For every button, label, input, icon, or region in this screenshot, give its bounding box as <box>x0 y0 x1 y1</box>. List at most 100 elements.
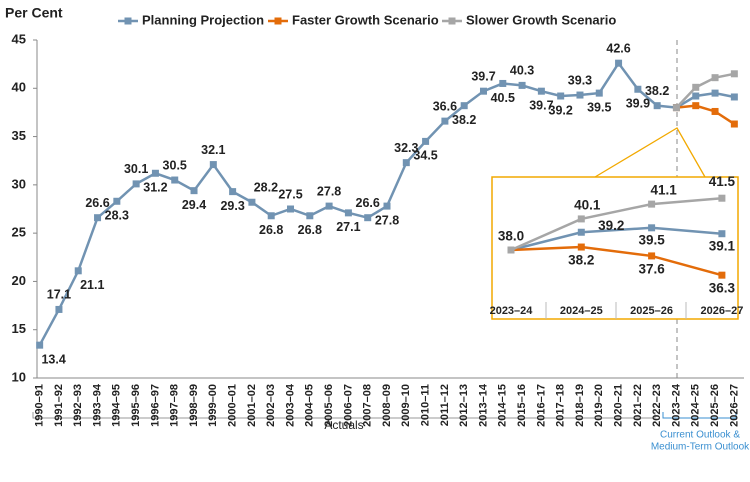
marker <box>730 120 738 128</box>
marker <box>229 188 237 196</box>
x-tick-label: 2023–24 <box>670 383 682 427</box>
marker <box>692 83 700 91</box>
data-label: 32.3 <box>394 141 418 155</box>
x-tick-label: 2008–09 <box>381 384 393 427</box>
data-label: 32.1 <box>201 143 225 157</box>
inset-marker <box>577 243 585 251</box>
data-label: 36.6 <box>433 99 457 113</box>
marker <box>595 89 603 97</box>
marker <box>55 305 63 313</box>
data-label: 29.4 <box>182 198 206 212</box>
marker <box>132 180 140 188</box>
x-tick-label: 2022–23 <box>651 384 663 427</box>
x-tick-label: 2024–25 <box>690 384 702 427</box>
inset-marker <box>577 228 585 236</box>
x-tick-label: 1993–94 <box>91 383 103 427</box>
marker <box>267 212 275 220</box>
inset-marker <box>718 194 726 202</box>
marker <box>537 87 545 95</box>
x-tick-label: 1995–96 <box>130 384 142 427</box>
y-tick-label: 20 <box>12 273 26 288</box>
actuals-label: Actuals <box>324 418 363 432</box>
y-axis-title: Per Cent <box>5 5 63 21</box>
inset-marker <box>507 246 515 254</box>
data-label: 40.3 <box>510 64 534 78</box>
inset-data-label: 38.0 <box>498 229 524 244</box>
callout <box>594 127 706 178</box>
x-tick-label: 2020–21 <box>612 384 624 427</box>
y-tick-label: 15 <box>12 321 26 336</box>
x-tick-label: 2013–14 <box>477 383 489 427</box>
marker <box>479 87 487 95</box>
inset-data-label: 36.3 <box>709 281 736 296</box>
legend-label: Faster Growth Scenario <box>292 12 439 27</box>
outlook-bracket <box>662 412 737 419</box>
data-label: 39.3 <box>568 73 592 87</box>
data-label: 27.1 <box>336 220 360 234</box>
inset-data-label: 40.1 <box>574 197 601 212</box>
marker <box>248 198 256 206</box>
marker <box>344 209 352 217</box>
x-tick-label: 2025–26 <box>709 384 721 427</box>
marker <box>402 159 410 167</box>
marker <box>692 92 700 100</box>
data-label: 39.9 <box>626 97 650 111</box>
marker <box>634 85 642 93</box>
inset-marker <box>648 200 656 208</box>
legend-marker <box>274 17 282 25</box>
data-label: 28.3 <box>105 209 129 223</box>
inset-data-label: 39.5 <box>638 232 665 247</box>
inset-marker <box>648 252 656 260</box>
data-label: 39.7 <box>471 69 495 83</box>
x-tick-label: 1998–99 <box>188 384 200 427</box>
data-label: 31.2 <box>143 181 167 195</box>
series-line <box>676 104 736 126</box>
x-tick-label: 2018–19 <box>574 384 586 427</box>
data-label: 40.5 <box>491 91 515 105</box>
data-label: 28.2 <box>254 181 278 195</box>
legend-label: Planning Projection <box>142 12 264 27</box>
inset-line <box>510 245 723 277</box>
outlook-label: Medium-Term Outlook <box>651 442 750 453</box>
y-tick-label: 25 <box>12 225 26 240</box>
inset-data-label: 39.1 <box>709 238 736 253</box>
x-tick-label: 2014–15 <box>497 384 509 427</box>
legend-label: Slower Growth Scenario <box>466 12 616 27</box>
marker <box>306 212 314 220</box>
x-tick-label: 1994–95 <box>111 384 123 427</box>
x-tick-label: 2007–08 <box>362 384 374 427</box>
data-label: 39.2 <box>549 103 573 117</box>
marker <box>615 59 623 67</box>
data-label: 26.6 <box>85 196 109 210</box>
y-tick-label: 30 <box>12 176 26 191</box>
x-tick-label: 2005–06 <box>323 384 335 427</box>
inset-data-label: 38.2 <box>568 253 594 268</box>
data-label: 38.2 <box>645 84 669 98</box>
marker <box>730 93 738 101</box>
x-tick-label: 1996–97 <box>149 384 161 427</box>
marker <box>422 137 430 145</box>
data-label: 13.4 <box>41 352 65 366</box>
data-label: 27.8 <box>375 213 399 227</box>
x-tick-label: 2019–20 <box>593 384 605 427</box>
data-label: 39.7 <box>529 98 553 112</box>
marker <box>730 70 738 78</box>
x-tick-label: 1991–92 <box>53 384 65 427</box>
inset-line <box>510 196 723 252</box>
x-tick-label: 2010–11 <box>420 384 432 426</box>
x-tick-label: 2021–22 <box>632 384 644 427</box>
inset-data-label: 39.2 <box>598 218 624 233</box>
marker <box>518 81 526 89</box>
inset-marker <box>718 271 726 279</box>
marker <box>653 102 661 110</box>
marker <box>576 91 584 99</box>
y-tick-label: 35 <box>12 128 26 143</box>
marker <box>383 202 391 210</box>
inset-data-label: 37.6 <box>638 261 665 276</box>
marker <box>711 107 719 115</box>
x-tick-label: 2009–10 <box>400 384 412 427</box>
data-label: 17.1 <box>47 288 71 302</box>
marker <box>364 214 372 222</box>
legend-marker <box>448 17 456 25</box>
x-tick-label: 2011–12 <box>439 384 451 426</box>
